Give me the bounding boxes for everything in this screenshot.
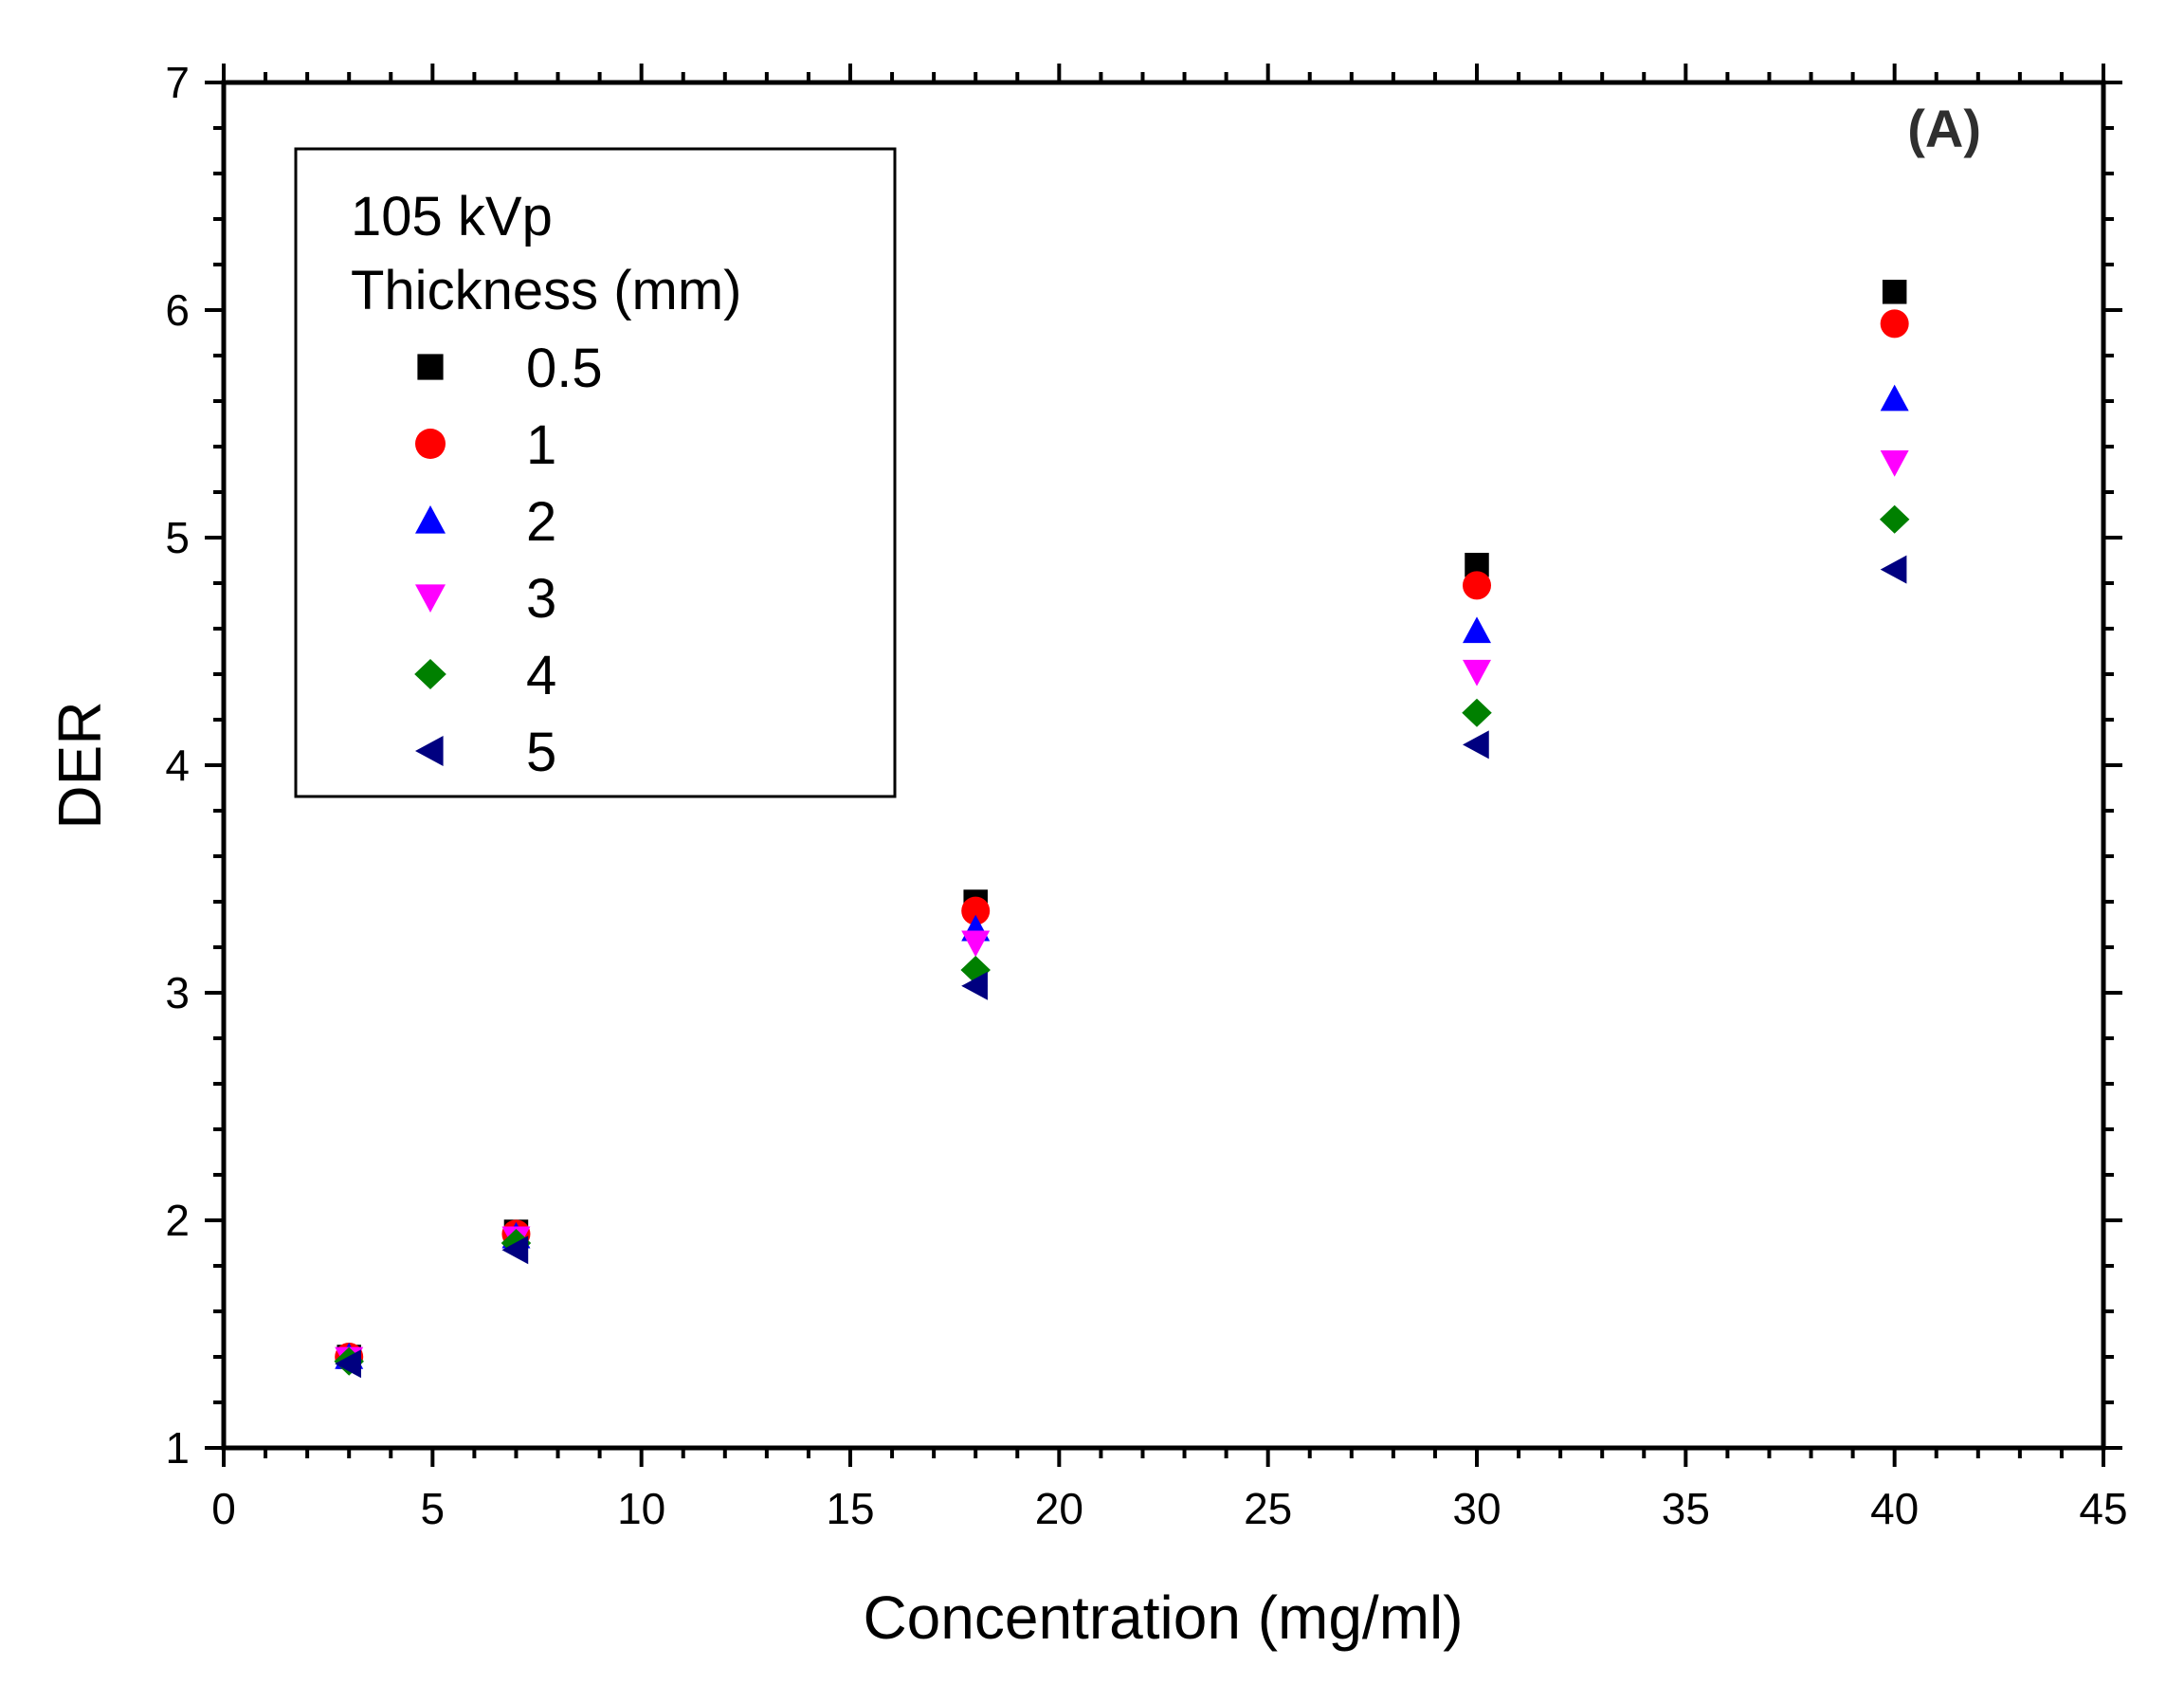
- panel-label: (A): [1907, 99, 1981, 158]
- x-tick-label: 25: [1244, 1484, 1292, 1533]
- data-point-triangle-left: [1463, 730, 1489, 760]
- plot-frame: [221, 80, 2106, 1451]
- data-point-diamond: [1462, 698, 1492, 727]
- x-tick-label: 20: [1035, 1484, 1083, 1533]
- legend-entry: 5: [415, 722, 556, 783]
- legend-marker-triangle-up: [415, 505, 446, 534]
- legend-label: 2: [526, 491, 556, 553]
- x-tick-label: 35: [1662, 1484, 1710, 1533]
- legend-marker-square: [417, 354, 444, 380]
- data-point-triangle-left: [501, 1236, 529, 1265]
- x-tick-label: 10: [617, 1484, 665, 1533]
- x-tick-label: 30: [1452, 1484, 1501, 1533]
- y-tick-label: 5: [165, 513, 190, 562]
- series-5: [335, 555, 1907, 1379]
- y-tick-label: 6: [165, 285, 190, 335]
- data-point-triangle-down: [961, 930, 991, 958]
- legend-items: 0.5 1 2 3 4 5: [414, 338, 603, 783]
- data-point-diamond: [1879, 504, 1910, 534]
- legend-entry: 2: [415, 491, 556, 553]
- data-point-circle: [1880, 309, 1909, 339]
- data-point-triangle-down: [1463, 659, 1491, 686]
- legend-marker-triangle-left: [415, 736, 444, 766]
- legend: 105 kVp Thickness (mm) 0.5 1 2 3 4 5: [294, 147, 897, 798]
- y-tick-label: 7: [165, 58, 190, 107]
- legend-box: [294, 147, 897, 798]
- data-point-triangle-left: [335, 1349, 361, 1379]
- y-axis-title: DER: [46, 701, 114, 829]
- legend-entry: 4: [414, 645, 556, 706]
- legend-entry: 1: [415, 414, 556, 476]
- y-tick-label: 2: [165, 1196, 190, 1245]
- legend-title-kvp: 105 kVp: [351, 186, 553, 247]
- legend-marker-circle: [415, 429, 446, 459]
- legend-entry: 0.5: [417, 338, 603, 399]
- data-point-triangle-left: [1880, 555, 1907, 584]
- x-tick-label: 5: [421, 1484, 446, 1533]
- data-point-triangle-left: [961, 971, 988, 1000]
- x-tick-label: 15: [826, 1484, 874, 1533]
- legend-label: 4: [526, 645, 556, 706]
- legend-label: 5: [526, 722, 556, 783]
- data-point-triangle-up: [1463, 616, 1491, 644]
- data-point-triangle-down: [1880, 450, 1909, 477]
- legend-entry: 3: [415, 568, 556, 630]
- y-tick-label: 4: [165, 741, 190, 790]
- y-tick-label: 1: [165, 1423, 190, 1473]
- x-tick-label: 40: [1870, 1484, 1919, 1533]
- data-point-circle: [1463, 571, 1491, 600]
- data-point-circle: [961, 896, 991, 925]
- data-point-triangle-up: [1880, 384, 1909, 412]
- data-point-square: [1882, 280, 1907, 304]
- x-tick-label: 0: [211, 1484, 236, 1533]
- data-points: [334, 280, 1910, 1379]
- legend-label: 1: [526, 414, 556, 476]
- x-axis-title: Concentration (mg/ml): [863, 1583, 1463, 1652]
- y-tick-label: 3: [165, 968, 190, 1017]
- x-tick-label: 45: [2079, 1484, 2127, 1533]
- legend-title-thickness: Thickness (mm): [351, 260, 741, 321]
- legend-label: 3: [526, 568, 556, 630]
- legend-marker-diamond: [414, 659, 446, 689]
- legend-label: 0.5: [526, 338, 603, 399]
- legend-marker-triangle-down: [415, 584, 446, 613]
